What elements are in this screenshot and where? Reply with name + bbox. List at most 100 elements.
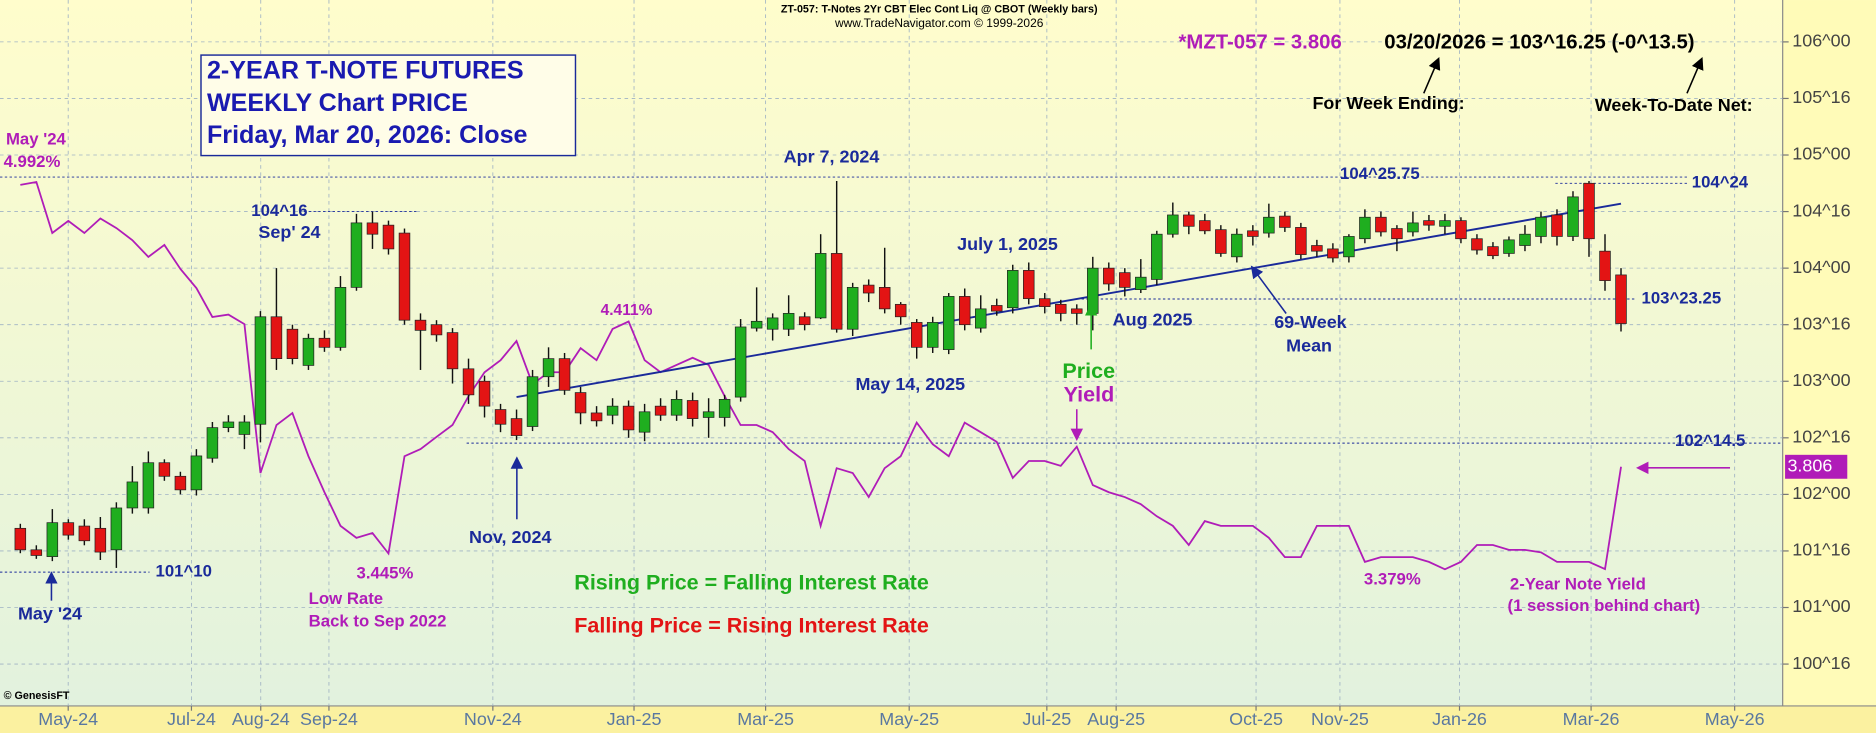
annotation: 69-Week bbox=[1274, 312, 1346, 332]
x-tick-label: Mar-26 bbox=[1563, 709, 1620, 729]
plot-layer: 104^25.75 104^24 104^16 103^23.25 102^14.5 10… bbox=[0, 0, 1789, 711]
candle-body bbox=[1471, 238, 1483, 251]
candle-body bbox=[958, 296, 971, 326]
candle-body bbox=[1199, 220, 1211, 232]
candle-body bbox=[286, 328, 299, 359]
annotation: Falling Price = Rising Interest Rate bbox=[574, 614, 929, 638]
candle-body bbox=[734, 326, 747, 398]
candle-body bbox=[270, 316, 283, 359]
quote-yield: *MZT-057 = 3.806 bbox=[1178, 31, 1341, 53]
candle-body bbox=[126, 481, 139, 509]
candle-body bbox=[446, 332, 459, 370]
candle-body bbox=[670, 399, 683, 416]
candle-body bbox=[590, 412, 603, 422]
x-tick-label: Sep-24 bbox=[300, 709, 358, 729]
quote-price: 03/20/2026 = 103^16.25 (-0^13.5) bbox=[1384, 31, 1694, 53]
annotation: 4.992% bbox=[4, 152, 61, 171]
candle-body bbox=[414, 319, 427, 331]
y-tick-label: 100^16 bbox=[1792, 653, 1850, 673]
candle-body bbox=[991, 305, 1003, 312]
candle-body bbox=[398, 232, 411, 321]
annotation: © GenesisFT bbox=[4, 690, 70, 702]
reference-label: 104^16 bbox=[251, 201, 307, 220]
mean-line bbox=[516, 202, 1622, 399]
annotation: May 14, 2025 bbox=[855, 374, 965, 394]
candle-body bbox=[542, 358, 555, 378]
annotation: May '24 bbox=[18, 604, 82, 624]
x-tick-label: May-24 bbox=[38, 709, 98, 729]
candle-body bbox=[1231, 233, 1243, 258]
reference-label: 101^10 bbox=[156, 561, 212, 580]
chart-title: Friday, Mar 20, 2026: Close bbox=[207, 121, 528, 149]
candle-body bbox=[1055, 303, 1067, 314]
reference-label: 102^14.5 bbox=[1675, 431, 1745, 450]
candle-body bbox=[846, 287, 859, 330]
y-tick-label: 101^00 bbox=[1792, 596, 1850, 616]
candle-body bbox=[686, 400, 699, 419]
x-tick-label: Nov-25 bbox=[1311, 709, 1369, 729]
candle-body bbox=[350, 222, 363, 288]
x-tick-label: Jan-25 bbox=[607, 709, 662, 729]
annotation: July 1, 2025 bbox=[957, 234, 1058, 254]
x-tick-label: Mar-25 bbox=[737, 709, 794, 729]
candle-body bbox=[478, 380, 491, 407]
y-tick-label: 103^00 bbox=[1792, 370, 1850, 390]
candle-body bbox=[942, 296, 955, 350]
candle-body bbox=[110, 507, 123, 551]
y-tick-label: 104^16 bbox=[1792, 200, 1850, 220]
annotation: Rising Price = Falling Interest Rate bbox=[574, 571, 929, 595]
candle-body bbox=[334, 287, 347, 348]
candle-body bbox=[1151, 233, 1163, 280]
candle-body bbox=[1407, 222, 1419, 233]
candle-body bbox=[894, 303, 907, 318]
candle-body bbox=[1503, 239, 1515, 254]
candle-body bbox=[142, 462, 155, 509]
candle-body bbox=[302, 337, 315, 366]
candle-body bbox=[1375, 216, 1387, 233]
candle-body bbox=[1551, 214, 1563, 237]
x-axis-background bbox=[0, 705, 1876, 733]
annotation: Week-To-Date Net: bbox=[1595, 95, 1753, 115]
candle-body bbox=[862, 284, 875, 294]
candle-body bbox=[1359, 216, 1371, 240]
candle-body bbox=[1119, 272, 1131, 288]
annotation: For Week Ending: bbox=[1312, 93, 1464, 113]
annotation: 4.411% bbox=[601, 302, 653, 319]
candle-body bbox=[1295, 227, 1307, 255]
x-tick-label: Jan-26 bbox=[1432, 709, 1487, 729]
arrow bbox=[1423, 56, 1441, 94]
annotation: Yield bbox=[1064, 383, 1115, 407]
candle-body bbox=[1535, 216, 1547, 237]
candle-body bbox=[830, 253, 843, 330]
candle-body bbox=[190, 455, 203, 491]
annotation: Aug 2025 bbox=[1113, 309, 1193, 329]
y-tick-label: 103^16 bbox=[1792, 313, 1850, 333]
candle-body bbox=[1167, 214, 1179, 235]
reference-label: 104^25.75 bbox=[1340, 164, 1420, 183]
annotation: Apr 7, 2024 bbox=[784, 147, 880, 167]
annotation: Sep' 24 bbox=[258, 222, 320, 242]
candle-body bbox=[574, 392, 587, 414]
candle-body bbox=[318, 337, 331, 348]
annotation: May '24 bbox=[6, 129, 67, 148]
candle-body bbox=[1599, 250, 1611, 281]
candle-body bbox=[78, 525, 91, 542]
annotation: Back to Sep 2022 bbox=[309, 612, 447, 631]
candle-body bbox=[366, 222, 379, 235]
candle-body bbox=[1279, 215, 1291, 228]
candle-body bbox=[494, 409, 507, 425]
x-tick-label: Jul-25 bbox=[1022, 709, 1071, 729]
candle-body bbox=[1487, 246, 1499, 257]
y-tick-label: 101^16 bbox=[1792, 540, 1850, 560]
candle-body bbox=[766, 317, 779, 330]
candle-body bbox=[1183, 214, 1195, 227]
annotation: 3.445% bbox=[357, 564, 414, 583]
candle-body bbox=[1215, 229, 1227, 254]
candle-body bbox=[222, 421, 235, 429]
candle-body bbox=[1567, 196, 1579, 237]
x-tick-label: May-25 bbox=[879, 709, 939, 729]
candle-body bbox=[1039, 298, 1051, 307]
annotation: (1 session behind chart) bbox=[1508, 596, 1701, 615]
